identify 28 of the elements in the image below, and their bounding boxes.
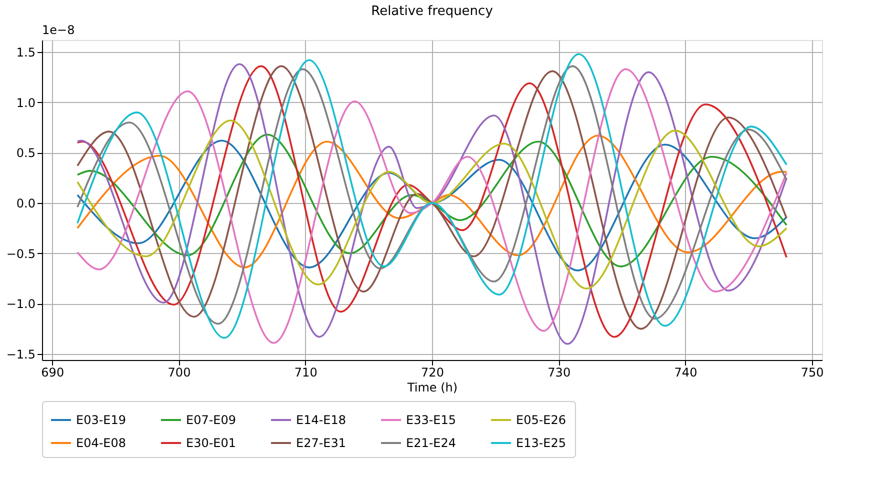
x-tick-label: 720 [421,366,444,380]
line-series [76,120,788,290]
x-axis-title: Time (h) [406,380,458,394]
x-tick-label: 750 [800,366,824,380]
legend-label: E04-E08 [76,436,126,450]
y-tick-label: −0.5 [6,246,36,261]
x-tick-label: 710 [294,366,318,380]
y-tick-label: 0.0 [16,196,36,211]
legend-label: E03-E19 [76,413,126,427]
legend-label: E27-E31 [296,436,346,450]
legend-label: E05-E26 [516,413,566,427]
y-tick-label: −1.5 [6,347,36,362]
x-tick-label: 740 [674,366,698,380]
x-tick-label: 690 [41,366,64,380]
x-tick-label: 700 [168,366,191,380]
y-tick-label: −1.0 [6,297,36,312]
y-tick-label: 1.0 [16,96,36,110]
legend-label: E14-E18 [296,413,346,427]
y-tick-label: 0.5 [16,146,36,160]
legend-label: E33-E15 [406,413,456,427]
x-tick-label: 730 [548,366,571,380]
text: 1e−8 [42,23,75,37]
y-tick-label: 1.5 [16,46,36,60]
legend-label: E13-E25 [516,436,566,450]
legend-label: E21-E24 [406,436,456,450]
legend-label: E30-E01 [186,436,236,450]
legend-label: E07-E09 [186,413,236,427]
chart-title: Relative frequency [371,4,494,19]
